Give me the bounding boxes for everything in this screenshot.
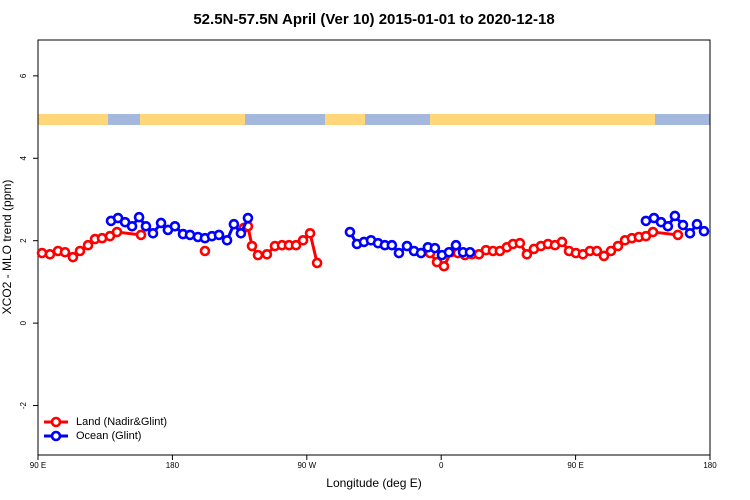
data-point	[261, 248, 273, 260]
data-point	[199, 245, 211, 257]
data-point	[67, 251, 79, 263]
y-tick-label: 4	[19, 156, 28, 161]
data-point	[386, 239, 398, 251]
data-point	[684, 227, 696, 239]
x-tick-label: 90 W	[297, 461, 316, 470]
land-ocean-strip	[38, 114, 710, 125]
data-point	[311, 257, 323, 269]
data-point	[228, 218, 240, 230]
data-point	[135, 229, 147, 241]
data-point	[252, 249, 264, 261]
data-point	[290, 239, 302, 251]
data-point	[155, 217, 167, 229]
data-point	[438, 260, 450, 272]
data-point	[74, 245, 86, 257]
data-point	[246, 240, 258, 252]
x-tick-label: 180	[703, 461, 717, 470]
y-tick-label: 6	[19, 73, 28, 78]
data-point	[598, 250, 610, 262]
data-point	[443, 246, 455, 258]
legend-label: Land (Nadir&Glint)	[76, 416, 167, 428]
data-point	[612, 240, 624, 252]
data-point	[556, 236, 568, 248]
data-point	[344, 226, 356, 238]
data-point	[605, 245, 617, 257]
x-tick-label: 180	[166, 461, 180, 470]
data-point	[140, 220, 152, 232]
data-point	[401, 240, 413, 252]
data-point	[450, 239, 462, 251]
data-point	[221, 234, 233, 246]
data-point	[691, 218, 703, 230]
land-band	[325, 114, 365, 125]
data-point	[111, 226, 123, 238]
data-point	[662, 220, 674, 232]
x-axis-label: Longitude (deg E)	[326, 476, 421, 490]
data-point	[242, 212, 254, 224]
plot-frame	[37, 39, 711, 456]
data-point	[213, 229, 225, 241]
data-point	[82, 239, 94, 251]
legend-label: Ocean (Glint)	[76, 430, 141, 442]
y-axis-label: XCO2 - MLO trend (ppm)	[0, 180, 14, 315]
data-point	[415, 247, 427, 259]
x-tick-label: 90 E	[567, 461, 583, 470]
data-point	[514, 237, 526, 249]
data-point	[647, 226, 659, 238]
data-point	[59, 246, 71, 258]
data-point	[591, 245, 603, 257]
data-point	[521, 248, 533, 260]
legend-marker	[50, 416, 62, 428]
data-point	[698, 225, 710, 237]
x-tick-label: 0	[439, 461, 444, 470]
data-point	[304, 227, 316, 239]
legend-marker	[50, 430, 62, 442]
data-point	[429, 242, 441, 254]
land-band	[38, 114, 108, 125]
chart-title: 52.5N-57.5N April (Ver 10) 2015-01-01 to…	[193, 11, 554, 28]
data-point	[464, 246, 476, 258]
data-point	[147, 227, 159, 239]
y-tick-label: -2	[19, 401, 28, 409]
ocean-band	[38, 114, 710, 125]
data-point	[677, 219, 689, 231]
data-point	[672, 229, 684, 241]
data-point	[133, 211, 145, 223]
land-band	[430, 114, 655, 125]
x-tick-label: 90 E	[30, 461, 46, 470]
data-point	[669, 210, 681, 222]
land-band	[140, 114, 245, 125]
y-tick-label: 2	[19, 238, 28, 243]
data-point	[393, 247, 405, 259]
data-point	[235, 227, 247, 239]
y-tick-label: 0	[19, 320, 28, 325]
data-point	[126, 220, 138, 232]
data-point	[169, 220, 181, 232]
data-point	[297, 234, 309, 246]
